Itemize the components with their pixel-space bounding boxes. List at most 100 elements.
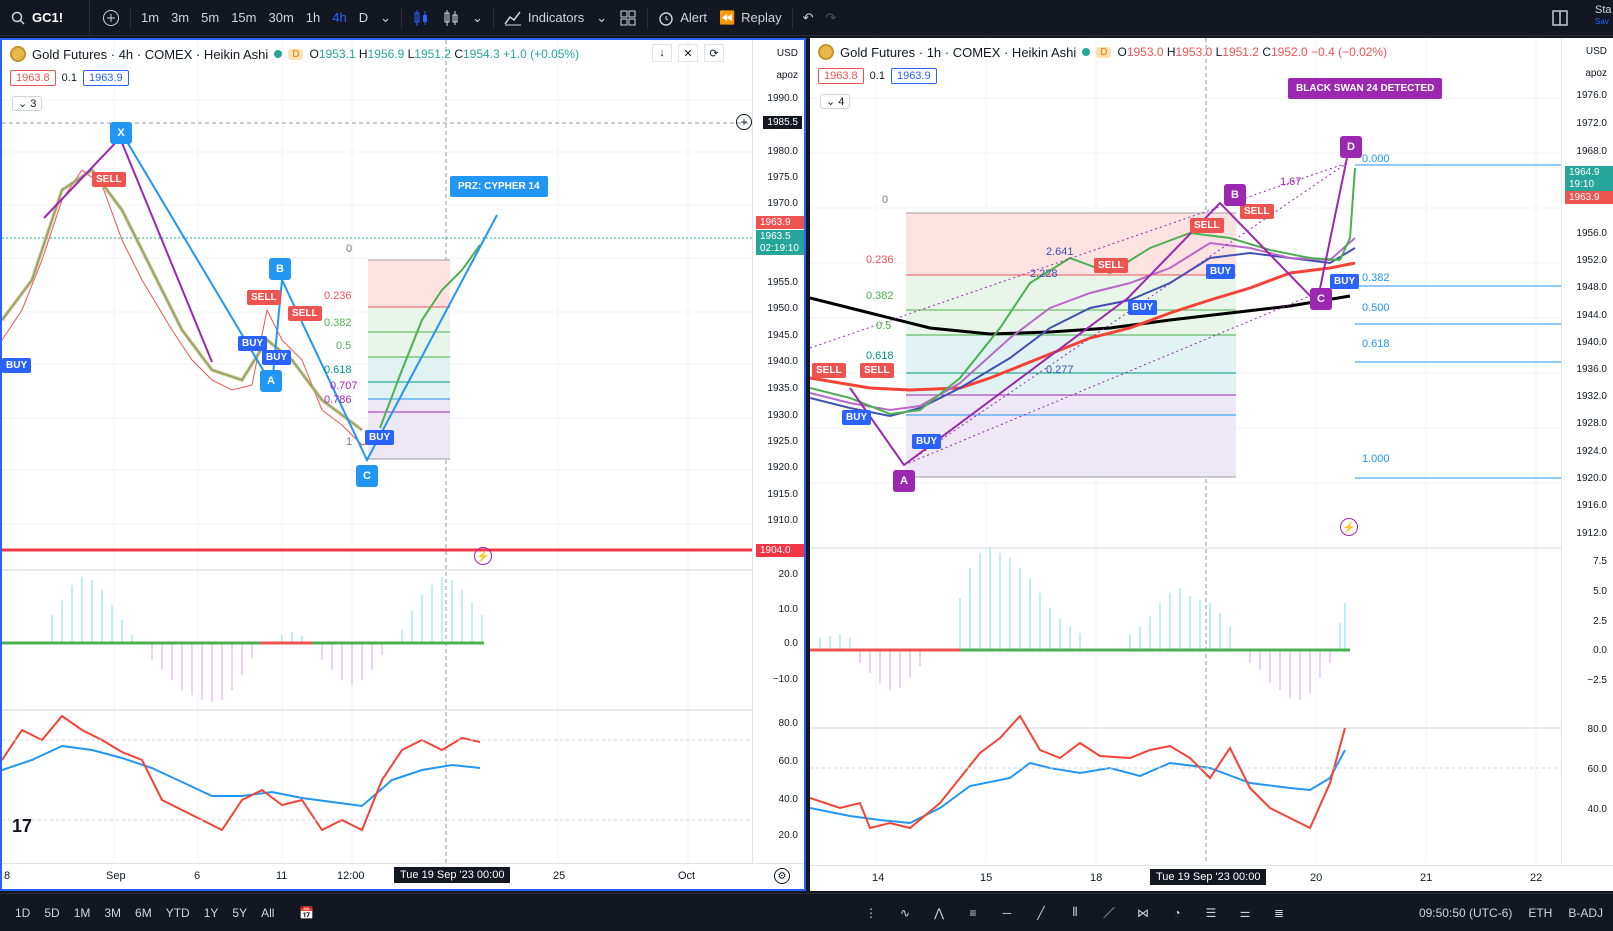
indicator-collapse-toggle[interactable]: ⌄ 3 (12, 96, 43, 111)
wave-abc-icon[interactable]: ⋀ (934, 905, 944, 920)
buy-signal: BUY (2, 358, 32, 373)
maximize-icon[interactable]: ⟳ (704, 44, 724, 62)
horizontal-line-icon[interactable]: ─ (1002, 905, 1012, 920)
ask-price-label: 1963.9 (756, 216, 804, 229)
interval-1m[interactable]: 1m (141, 10, 160, 25)
range-1y[interactable]: 1Y (203, 905, 219, 920)
close-icon[interactable]: ✕ (678, 44, 698, 62)
price-tick: 1925.0 (767, 436, 798, 447)
interval-3m[interactable]: 3m (171, 10, 190, 25)
macd-tick: 7.5 (1593, 556, 1607, 567)
session-label[interactable]: ETH (1528, 905, 1553, 920)
indicator-collapse-toggle[interactable]: ⌄ 4 (820, 94, 851, 109)
interval-5m[interactable]: 5m (201, 10, 220, 25)
pattern-point-b: B (269, 258, 291, 280)
ask-price[interactable]: 1963.9 (890, 68, 937, 84)
chart-canvas-4h[interactable] (2, 40, 806, 891)
alert-button[interactable]: Alert (652, 4, 713, 32)
countdown-label: 19:10 (1565, 178, 1613, 191)
lines-icon[interactable]: ≡ (969, 905, 977, 920)
move-down-icon[interactable]: ↓ (652, 44, 672, 62)
interval-4h[interactable]: 4h (332, 10, 347, 25)
redo-button[interactable]: ↷ (820, 4, 843, 32)
arc-icon[interactable]: ◔ (1173, 905, 1181, 920)
price-tick: 1915.0 (767, 489, 798, 500)
plus-circle-icon (103, 9, 119, 26)
range-all[interactable]: All (261, 905, 275, 920)
ask-price[interactable]: 1963.9 (82, 70, 129, 86)
indicators-dropdown[interactable]: ⌄ (590, 4, 613, 32)
time-tick: 11 (276, 870, 288, 882)
sell-signal: SELL (812, 363, 846, 378)
price-axis-1h[interactable]: USD apoz 1976.0 1972.0 1968.0 1964.9 19:… (1561, 38, 1613, 863)
menu-icon[interactable]: ≣ (1273, 905, 1285, 920)
time-axis-4h[interactable]: 8 Sep 6 11 12:00 Tue 19 Sep '23 00:00 25… (2, 863, 804, 889)
pattern-point-b: B (1224, 184, 1246, 206)
range-3m[interactable]: 3M (104, 905, 122, 920)
fib-retracement-icon[interactable]: ☰ (1205, 905, 1217, 920)
series-title[interactable]: Gold Futures · 1h · COMEX · Heikin Ashi (840, 44, 1077, 60)
chart-canvas-1h[interactable] (810, 38, 1613, 891)
range-6m[interactable]: 6M (135, 905, 152, 920)
chart-pane-4h[interactable]: Gold Futures · 4h · COMEX · Heikin Ashi … (0, 38, 806, 891)
search-icon (10, 10, 26, 26)
bars-pattern-icon[interactable]: ⦀ (1072, 905, 1078, 919)
wave-12345-icon[interactable]: ∿ (899, 905, 911, 920)
layouts-button[interactable] (613, 4, 643, 32)
currency-select[interactable]: USD (776, 48, 798, 59)
interval-1h[interactable]: 1h (305, 10, 321, 25)
rsi-tick: 60.0 (778, 756, 798, 767)
fib-level: 0.382 (1362, 272, 1390, 284)
go-to-date-icon[interactable]: 📅 (299, 905, 315, 920)
clock-label[interactable]: 09:50:50 (UTC-6) (1418, 905, 1513, 920)
range-1d[interactable]: 1D (15, 905, 31, 920)
layout-toggle-button[interactable] (1545, 4, 1575, 32)
series-title[interactable]: Gold Futures · 4h · COMEX · Heikin Ashi (32, 46, 269, 62)
undo-button[interactable]: ↶ (797, 4, 820, 32)
drag-handle-icon[interactable]: ⋮ (865, 905, 877, 920)
add-symbol-button[interactable] (96, 4, 126, 32)
adjustment-label[interactable]: B-ADJ (1568, 905, 1603, 920)
symbol-search[interactable]: GC1! (0, 0, 90, 35)
chart-type-dropdown[interactable]: ⌄ (466, 4, 489, 32)
price-tick: 1980.0 (767, 146, 798, 157)
scale-mode[interactable]: apoz (1585, 68, 1607, 79)
ray-icon[interactable]: ╱ (1037, 905, 1045, 920)
bid-price[interactable]: 1963.8 (10, 70, 56, 86)
bid-price[interactable]: 1963.8 (818, 68, 864, 84)
fib-level: 0.618 (324, 364, 352, 376)
lightning-icon[interactable]: ⚡ (474, 547, 492, 565)
save-label[interactable]: Sta (1595, 4, 1612, 16)
settings-gear-icon[interactable]: ⚙ (774, 868, 790, 884)
xabcd-pattern-icon[interactable]: ⋈ (1137, 905, 1149, 920)
scale-mode[interactable]: apoz (776, 70, 798, 81)
interval-d[interactable]: D (358, 10, 369, 25)
fib-level: 0.000 (1362, 153, 1390, 165)
price-tick: 1924.0 (1576, 446, 1607, 457)
chart-pane-1h[interactable]: Gold Futures · 1h · COMEX · Heikin Ashi … (810, 38, 1613, 891)
tick-step: 0.1 (869, 70, 885, 82)
range-ytd[interactable]: YTD (165, 905, 190, 920)
tradingview-logo[interactable]: 17 (12, 816, 33, 836)
crosshair-plus-icon[interactable]: + (736, 114, 752, 130)
replay-button[interactable]: ⏪ Replay (713, 4, 788, 32)
candle-type-button[interactable] (406, 4, 436, 32)
time-tick: 20 (1310, 872, 1323, 884)
range-5d[interactable]: 5D (44, 905, 60, 920)
range-5y[interactable]: 5Y (232, 905, 248, 920)
fib-extension-icon[interactable]: ⚌ (1239, 905, 1251, 920)
rsi-tick: 40.0 (778, 794, 798, 805)
price-tick: 1948.0 (1576, 282, 1607, 293)
time-axis-1h[interactable]: 14 15 18 Tue 19 Sep '23 00:00 20 21 22 (810, 865, 1613, 891)
currency-select[interactable]: USD (1585, 46, 1607, 57)
price-tick: 1912.0 (1576, 528, 1607, 539)
range-1m[interactable]: 1M (73, 905, 91, 920)
interval-30m[interactable]: 30m (268, 10, 294, 25)
interval-15m[interactable]: 15m (231, 10, 257, 25)
bar-type-button[interactable] (436, 4, 466, 32)
price-axis-4h[interactable]: USD apoz 1990.0 1985.5 1980.0 1975.0 197… (752, 40, 804, 865)
indicators-button[interactable]: Indicators (498, 4, 590, 32)
lightning-icon[interactable]: ⚡ (1340, 518, 1358, 536)
trend-line-icon[interactable]: ／ (1102, 906, 1115, 920)
interval-dropdown[interactable]: ⌄ (374, 4, 397, 32)
